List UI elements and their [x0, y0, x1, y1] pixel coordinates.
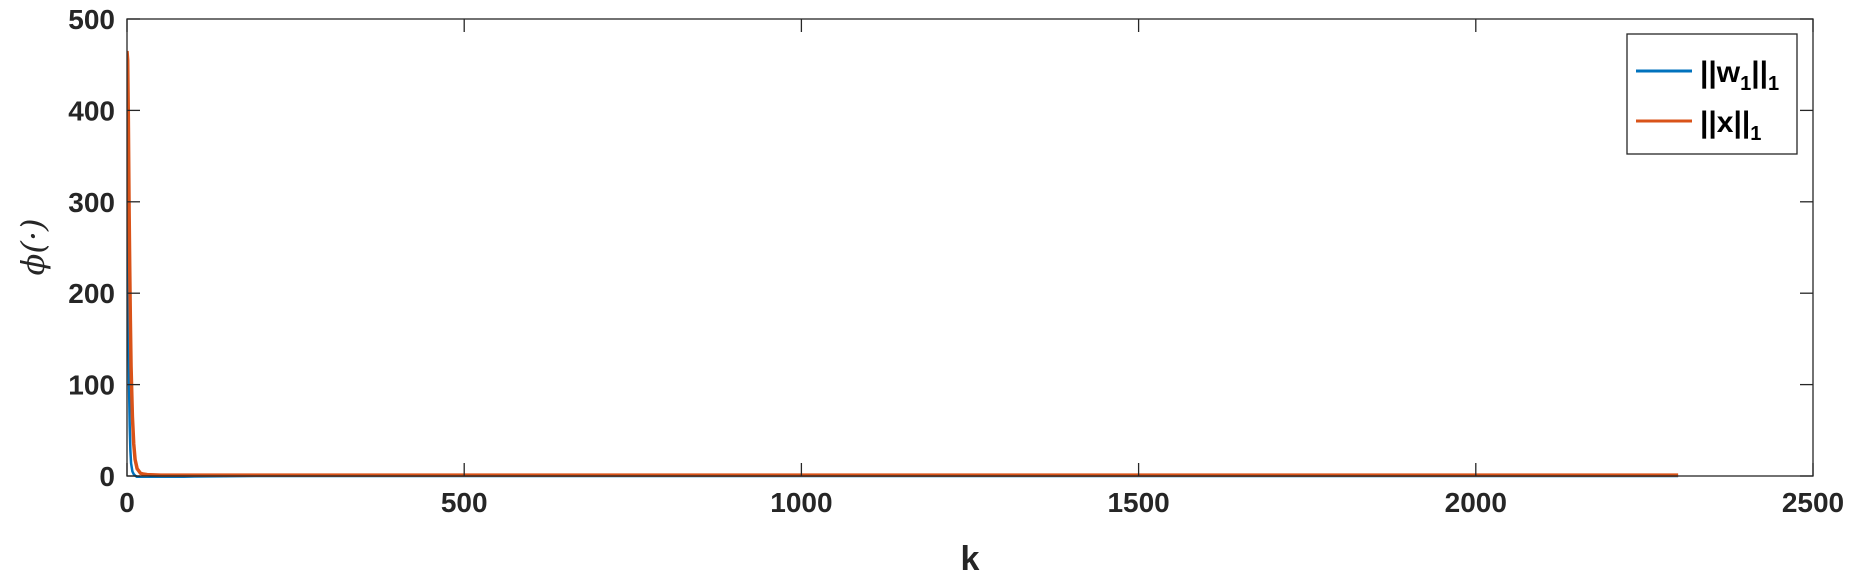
y-tick-label: 100 [68, 370, 115, 401]
legend: ||w1||1 ||x||1 [1626, 33, 1798, 155]
x-tick-label: 2500 [1782, 487, 1844, 518]
y-tick-label: 0 [99, 461, 115, 492]
y-tick-label: 200 [68, 278, 115, 309]
ticks-layer [126, 18, 1814, 477]
x-tick-label: 2000 [1445, 487, 1507, 518]
plot-area [127, 19, 1813, 476]
x-tick-label: 0 [119, 487, 135, 518]
x-tick-label: 1500 [1107, 487, 1169, 518]
y-tick-label: 300 [68, 187, 115, 218]
x-tick-label: 1000 [770, 487, 832, 518]
y-tick-label: 500 [68, 4, 115, 35]
legend-label-w1: ||w1||1 [1700, 56, 1779, 95]
legend-box [1626, 33, 1798, 155]
legend-label-x: ||x||1 [1700, 106, 1761, 145]
x-axis-label: k [961, 540, 980, 578]
x-tick-label: 500 [441, 487, 488, 518]
series-line-x [127, 50, 1679, 477]
tick-labels-layer: 0 500 1000 1500 2000 2500 0 100 200 300 400 500 [68, 4, 1844, 518]
y-tick-label: 400 [68, 95, 115, 126]
plot-frame [126, 18, 1814, 477]
y-axis-label: ϕ(·) [14, 219, 52, 276]
